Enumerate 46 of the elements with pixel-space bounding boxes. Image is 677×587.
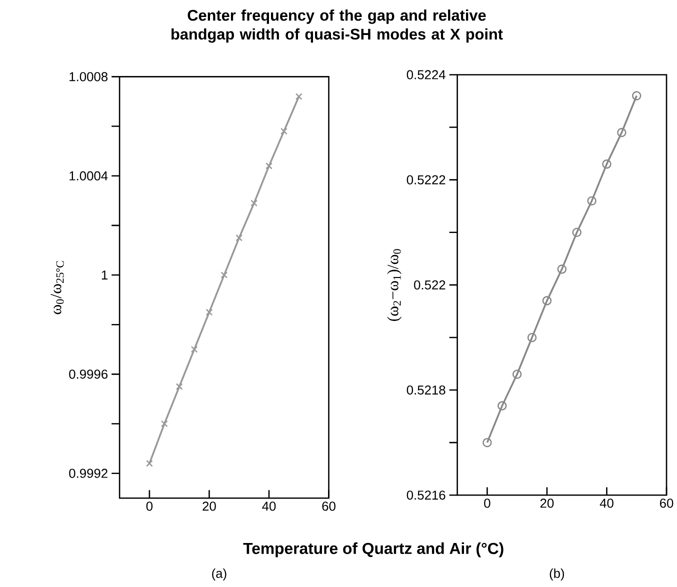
y-tick-label: 1.0004 <box>70 171 108 181</box>
point <box>617 128 626 138</box>
text: (b) <box>550 568 564 581</box>
x-tick-label: 20 <box>202 502 216 511</box>
chart-title: Center frequency of the gap and relative bandgap width of quasi-SH modes at X point <box>172 10 503 43</box>
x-tick-label: 0 <box>484 498 490 508</box>
y-axis-title: (ω$_{2}$−ω$_{1}$)/ω$_{0}$ <box>387 249 402 322</box>
point <box>236 234 243 242</box>
point <box>250 200 258 207</box>
point <box>527 332 537 342</box>
y-tick-label: 0.9996 <box>69 370 108 379</box>
x-tick-label: 60 <box>322 502 336 511</box>
y-tick-label: 0.522 <box>414 280 446 290</box>
y-axis-title: ω$_{0}$/ω$_{25°C}$ <box>50 261 64 314</box>
point <box>160 420 168 428</box>
y-tick-label: 1 <box>102 270 108 280</box>
x-tick-label: 20 <box>540 498 554 508</box>
point <box>632 91 642 100</box>
point <box>146 460 153 467</box>
point <box>206 308 213 316</box>
point <box>572 228 582 238</box>
point <box>266 162 272 170</box>
y-tick-label: 0.5224 <box>406 70 446 80</box>
point <box>512 370 522 379</box>
y-tick-label: 0.5222 <box>406 175 446 184</box>
y-tick-label: 0.5218 <box>406 386 446 395</box>
point <box>497 401 507 411</box>
point <box>587 196 596 206</box>
point <box>482 438 492 448</box>
y-tick-label: 1.0008 <box>70 72 108 82</box>
point <box>176 383 183 390</box>
point <box>602 160 612 169</box>
x-tick-label: 40 <box>262 502 276 511</box>
x-tick-label: 40 <box>600 498 614 508</box>
point <box>557 264 567 274</box>
y-tick-label: 0.9992 <box>69 468 108 478</box>
point <box>190 346 198 353</box>
y-tick-label: 0.5216 <box>406 490 446 500</box>
point <box>280 128 288 135</box>
x-tick-label: 0 <box>146 502 153 511</box>
point <box>295 93 302 100</box>
x-axis-title: Temperature of Quartz and Air (°C) <box>243 542 504 558</box>
text: (a) <box>212 568 226 581</box>
x-tick-label: 60 <box>660 498 674 508</box>
point <box>220 272 228 279</box>
point <box>542 296 552 306</box>
